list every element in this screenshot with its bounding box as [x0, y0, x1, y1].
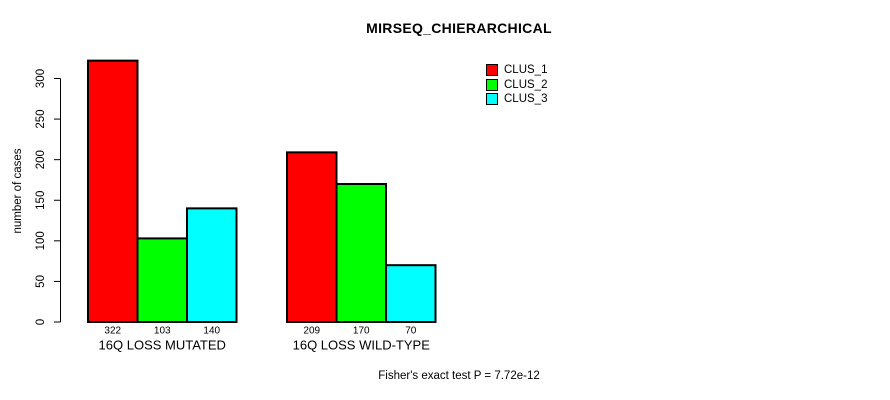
legend-swatch-clus_2 [486, 78, 498, 91]
y-axis-tick-label: 100 [35, 231, 47, 250]
legend-label: CLUS_2 [504, 78, 548, 91]
bar-clus_2-group1 [136, 237, 188, 323]
y-axis-tick-label: 50 [35, 275, 47, 288]
legend-swatch-clus_1 [486, 64, 498, 76]
bar-value-label: 209 [303, 326, 320, 337]
bar-value-label: 103 [154, 326, 171, 337]
bar-value-label: 70 [405, 326, 417, 337]
y-axis-tick-label: 200 [35, 150, 47, 169]
annotation-text: Fisher's exact test P = 7.72e-12 [378, 370, 540, 382]
legend-row: CLUS_3 [486, 93, 548, 106]
y-axis-tick-label: 0 [35, 319, 47, 325]
y-axis-tick-label: 250 [35, 109, 47, 128]
y-axis-tick-label: 150 [35, 191, 47, 210]
bar-clus_2-group2 [335, 183, 387, 323]
bar-value-label: 170 [353, 326, 370, 337]
category-label: 16Q LOSS WILD-TYPE [293, 338, 431, 353]
bar-value-label: 322 [104, 326, 121, 337]
legend-label: CLUS_1 [504, 64, 548, 76]
bar-clus_3-group2 [385, 264, 437, 323]
legend-swatch-clus_3 [486, 93, 498, 106]
legend-label: CLUS_3 [504, 93, 548, 106]
legend-row: CLUS_1 [486, 64, 547, 76]
category-label: 16Q LOSS MUTATED [99, 338, 226, 353]
chart-title: MIRSEQ_CHIERARCHICAL [366, 20, 552, 36]
y-axis-label: number of cases [12, 148, 24, 233]
bar-clus_1-group2 [286, 151, 338, 323]
legend-row: CLUS_2 [486, 78, 548, 91]
bar-clus_1-group1 [87, 59, 139, 323]
y-axis-tick-label: 300 [35, 69, 47, 88]
legend: CLUS_1 CLUS_2 CLUS_3 [486, 64, 547, 108]
bar-value-label: 140 [203, 326, 220, 337]
bar-clus_3-group1 [186, 207, 238, 323]
